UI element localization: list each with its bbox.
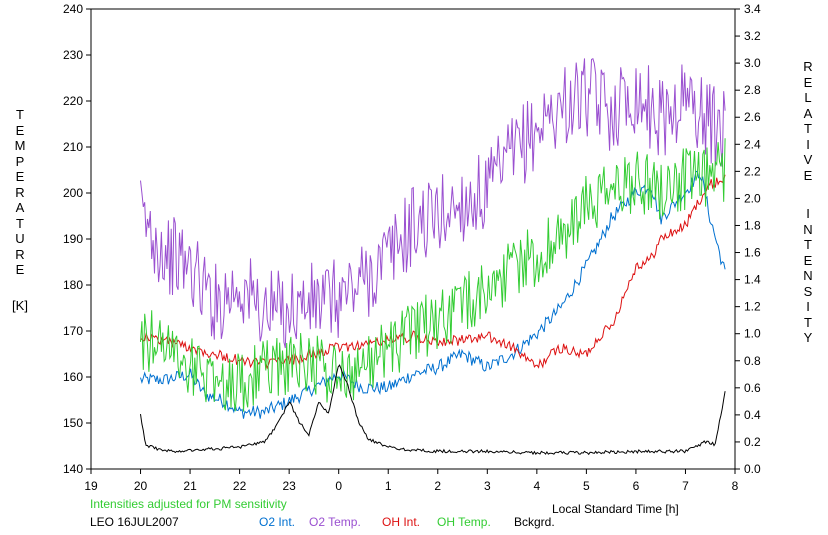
right-tick-label: 2.0 (744, 191, 761, 205)
adjustment-note: Intensities adjusted for PM sensitivity (90, 497, 287, 511)
axis-label-letter: E (803, 74, 813, 90)
left-tick-label: 160 (63, 370, 83, 384)
left-tick-label: 180 (63, 278, 83, 292)
right-tick-label: 1.6 (744, 246, 761, 260)
axis-label-letter: I (806, 299, 810, 314)
axis-label-letter: E (803, 252, 813, 268)
right-tick-label: 2.6 (744, 110, 761, 124)
left-axis-unit: [K] (12, 298, 28, 313)
right-tick-label: 1.8 (744, 218, 761, 232)
x-tick-label: 7 (682, 479, 689, 493)
axis-label-letter: T (804, 314, 812, 330)
x-tick-label: 4 (534, 479, 541, 493)
axis-label-letter: T (804, 121, 812, 136)
right-tick-label: 0.8 (744, 354, 761, 368)
axis-label-letter: T (16, 107, 24, 122)
station-date: LEO 16JUL2007 (90, 515, 179, 529)
left-tick-label: 220 (63, 94, 83, 108)
right-tick-label: 0.2 (744, 435, 761, 449)
legend-entry-oh-int: OH Int. (382, 515, 421, 529)
x-tick-label: 0 (335, 479, 342, 493)
left-tick-label: 190 (63, 232, 83, 246)
axis-label-letter: E (15, 122, 25, 138)
right-tick-label: 0.6 (744, 381, 761, 395)
series-line-oh-int (140, 174, 726, 370)
axis-label-letter: I (806, 136, 810, 152)
axis-label-letter: I (806, 206, 810, 221)
axes-layer: 1401501601701801902002102202302400.00.20… (63, 2, 761, 493)
x-tick-label: 23 (282, 479, 296, 493)
series-line-bckgrd (140, 364, 726, 456)
left-tick-label: 170 (63, 324, 83, 338)
x-tick-label: 8 (732, 479, 739, 493)
x-tick-label: 22 (233, 479, 247, 493)
x-tick-label: 21 (183, 479, 197, 493)
axis-label-letter: N (803, 268, 813, 283)
x-tick-label: 6 (633, 479, 640, 493)
axis-label-letter: M (14, 138, 26, 153)
right-tick-label: 1.2 (744, 300, 761, 314)
axis-label-letter: T (16, 215, 24, 231)
x-tick-label: 19 (84, 479, 98, 493)
right-tick-label: 2.8 (744, 83, 761, 97)
right-tick-label: 2.2 (744, 164, 761, 178)
axis-label-letter: P (15, 153, 25, 169)
axis-label-letter: T (804, 237, 812, 252)
axis-label-letter: A (15, 200, 25, 215)
left-tick-label: 210 (63, 140, 83, 154)
left-tick-label: 140 (63, 462, 83, 476)
legend-entry-o2-int: O2 Int. (259, 515, 296, 529)
series-line-o2-int (140, 170, 726, 419)
axis-label-letter: E (803, 167, 813, 183)
x-axis-label: Local Standard Time [h] (552, 502, 679, 516)
axis-label-letter: R (15, 246, 25, 262)
axis-label-letter: R (15, 184, 25, 200)
left-tick-label: 150 (63, 416, 83, 430)
axis-label-letter: N (803, 221, 813, 237)
axis-label-letter: Y (803, 330, 813, 345)
series-line-o2-temp (140, 57, 726, 349)
right-tick-label: 3.4 (744, 2, 761, 16)
x-tick-label: 1 (385, 479, 392, 493)
legend-entry-o2-temp: O2 Temp. (309, 515, 361, 529)
right-tick-label: 1.0 (744, 327, 761, 341)
x-tick-label: 20 (134, 479, 148, 493)
series-line-oh-temp (140, 138, 726, 412)
left-tick-label: 230 (63, 48, 83, 62)
axis-label-letter: S (803, 283, 813, 299)
right-tick-label: 3.2 (744, 29, 761, 43)
legend-entry-oh-temp: OH Temp. (437, 515, 491, 529)
right-tick-label: 3.0 (744, 56, 761, 70)
axis-label-letter: U (15, 231, 25, 246)
x-tick-label: 3 (484, 479, 491, 493)
right-tick-label: 0.0 (744, 462, 761, 476)
plot-frame (90, 8, 736, 470)
right-tick-label: 0.4 (744, 408, 761, 422)
right-tick-label: 2.4 (744, 137, 761, 151)
axis-label-letter: R (803, 59, 813, 74)
axis-label-letter: E (15, 262, 25, 277)
left-tick-label: 200 (63, 186, 83, 200)
right-tick-label: 1.4 (744, 273, 761, 287)
axis-label-letter: A (803, 105, 813, 121)
axis-label-letter: L (804, 90, 812, 105)
left-tick-label: 240 (63, 2, 83, 16)
x-tick-label: 5 (583, 479, 590, 493)
series-layer (140, 57, 726, 456)
x-tick-label: 2 (434, 479, 441, 493)
legend-entry-bckgrd: Bckgrd. (514, 515, 555, 529)
axis-label-letter: E (15, 169, 25, 184)
axis-label-letter: V (803, 152, 813, 167)
